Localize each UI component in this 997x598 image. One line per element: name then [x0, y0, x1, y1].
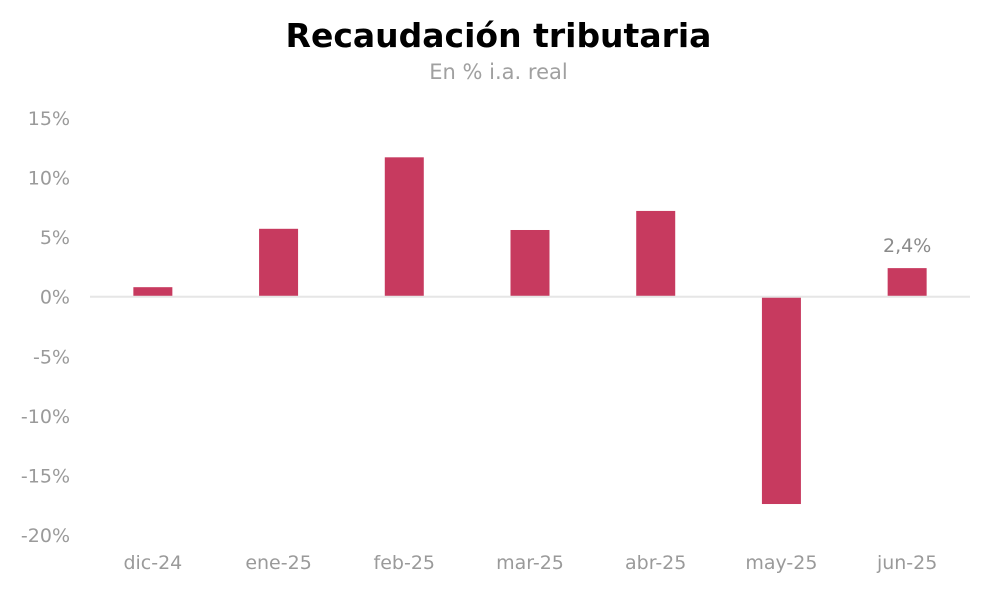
y-tick-label: -5%: [33, 346, 70, 368]
x-tick-label: abr-25: [625, 552, 686, 574]
bar-dic-24: [133, 287, 173, 297]
bar-abr-25: [636, 210, 676, 297]
bar-mar-25: [510, 229, 550, 297]
bar-feb-25: [384, 157, 424, 297]
x-tick-label: feb-25: [374, 552, 435, 574]
chart-title: Recaudación tributaria: [285, 16, 712, 55]
chart-subtitle: En % i.a. real: [429, 60, 568, 84]
bar-may-25: [761, 296, 801, 505]
bar-ene-25: [259, 228, 299, 297]
y-tick-label: 0%: [40, 287, 70, 309]
x-tick-label: mar-25: [496, 552, 564, 574]
y-tick-label: -10%: [21, 406, 70, 428]
y-tick-label: -15%: [21, 465, 70, 487]
y-tick-label: 10%: [28, 168, 70, 190]
x-tick-label: dic-24: [123, 552, 182, 574]
y-tick-label: 5%: [40, 227, 70, 249]
y-tick-label: 15%: [28, 108, 70, 130]
x-tick-label: ene-25: [245, 552, 311, 574]
x-tick-label: may-25: [745, 552, 817, 574]
x-tick-label: jun-25: [876, 552, 937, 574]
data-label: 2,4%: [883, 235, 931, 257]
y-tick-label: -20%: [21, 525, 70, 547]
bar-jun-25: [887, 268, 927, 297]
